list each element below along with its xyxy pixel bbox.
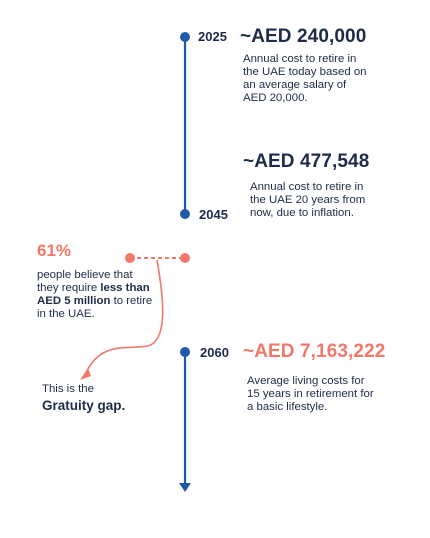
desc-2060-line: a basic lifestyle. — [247, 401, 328, 413]
desc-2060-line: 15 years in retirement for — [247, 388, 374, 400]
gap-intro: This is the — [42, 383, 94, 395]
year-2045: 2045 — [199, 207, 228, 222]
curved-arrow — [84, 259, 164, 376]
year-2060: 2060 — [200, 345, 229, 360]
desc-2060-line: Average living costs for — [247, 375, 365, 387]
desc-2060: Average living costs for 15 years in ret… — [247, 375, 374, 414]
amount-2025: ~AED 240,000 — [240, 26, 367, 47]
desc-2045-line: the UAE 20 years from — [250, 194, 366, 206]
belief-text: people believe that they require less th… — [37, 269, 152, 321]
amount-2060: ~AED 7,163,222 — [243, 341, 386, 362]
dot-coral-right — [180, 253, 190, 263]
desc-2045-line: now, due to inflation. — [250, 207, 354, 219]
arrow-down-icon — [179, 483, 191, 492]
desc-2045: Annual cost to retire in the UAE 20 year… — [250, 181, 365, 220]
belief-percent: 61% — [37, 241, 72, 260]
dot-2045 — [180, 209, 190, 219]
desc-2045-line: Annual cost to retire in — [250, 181, 364, 193]
year-2025: 2025 — [198, 29, 227, 44]
dot-2025 — [180, 32, 190, 42]
desc-2025-line: an average salary of — [243, 79, 347, 91]
dot-coral-left — [125, 253, 135, 263]
curved-arrow-head — [80, 368, 91, 380]
belief-line: in the UAE. — [37, 308, 95, 320]
desc-2025-line: the UAE today based on — [243, 66, 367, 78]
belief-line: AED 5 million to retire — [37, 295, 153, 307]
belief-line: people believe that — [37, 269, 133, 281]
amount-2045: ~AED 477,548 — [243, 151, 370, 172]
gap-title: Gratuity gap. — [42, 398, 126, 413]
desc-2025-line: AED 20,000. — [243, 92, 308, 104]
belief-line: they require less than — [37, 282, 150, 294]
desc-2025-line: Annual cost to retire in — [243, 53, 357, 65]
desc-2025: Annual cost to retire in the UAE today b… — [243, 53, 366, 105]
dot-2060 — [180, 347, 190, 357]
